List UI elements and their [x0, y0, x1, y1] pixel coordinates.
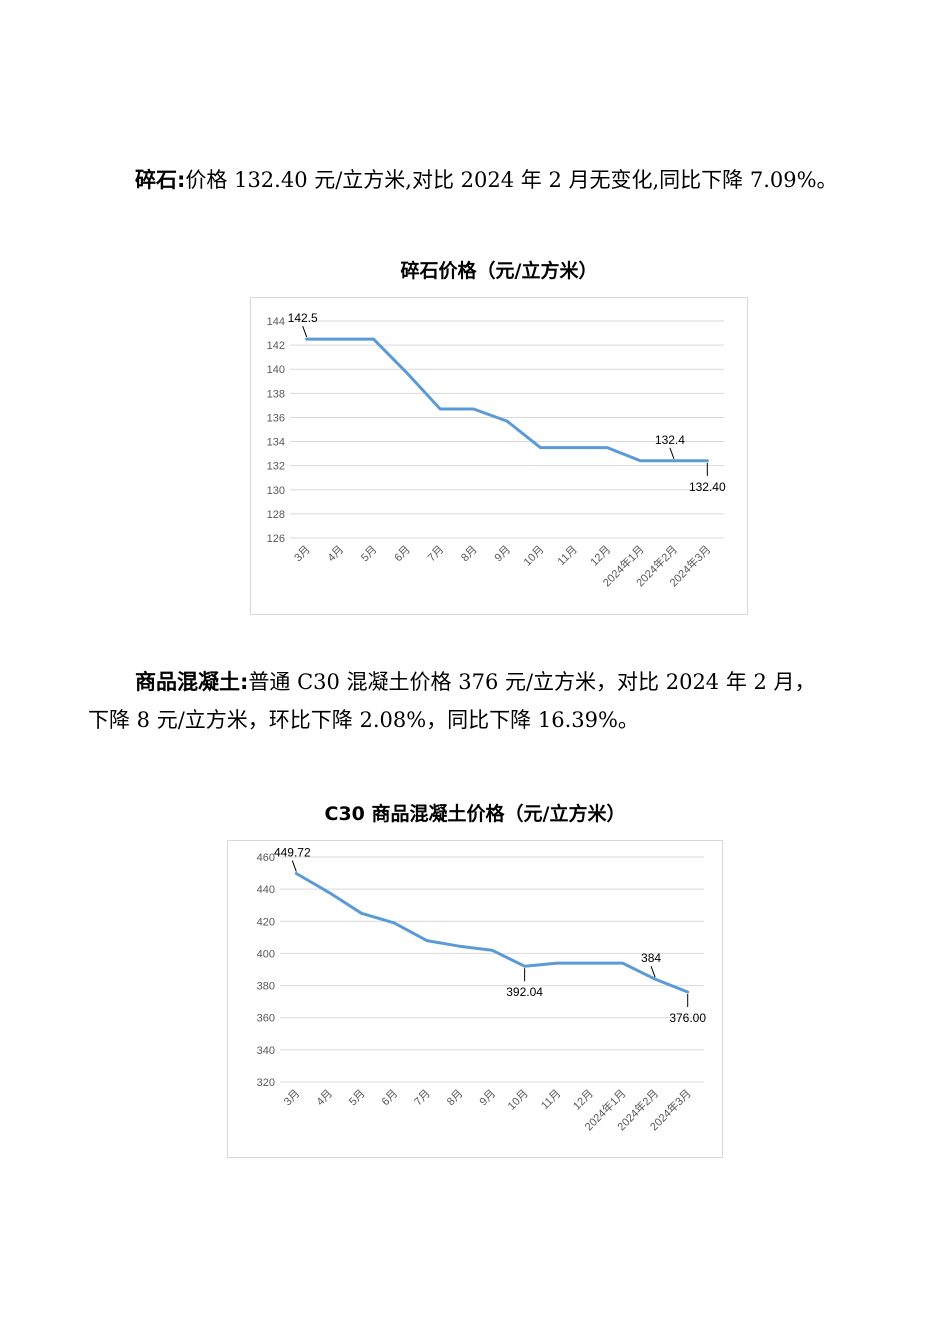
gravel-data-label: 132.4: [655, 433, 685, 447]
gravel-x-tick-label: 7月: [426, 544, 447, 565]
concrete-series-line: [294, 872, 690, 994]
gravel-y-tick-label: 128: [267, 509, 285, 521]
gravel-y-tick-label: 132: [267, 461, 285, 473]
concrete-data-label: 376.00: [669, 1011, 706, 1025]
concrete-x-tick-label: 8月: [445, 1088, 466, 1109]
concrete-x-tick-label: 5月: [347, 1088, 368, 1109]
gravel-chart-svg: 126 128 130 132 134 136 138 140 142 144 3月 4月 5月 6月 7月…: [267, 311, 726, 589]
concrete-y-tick-label: 380: [257, 981, 275, 993]
gravel-y-tick-label: 134: [267, 437, 285, 449]
concrete-y-tick-label: 320: [257, 1077, 275, 1089]
concrete-x-tick-label: 3月: [282, 1088, 303, 1109]
gravel-label: 碎石: [135, 168, 177, 192]
concrete-x-tick-label: 6月: [380, 1088, 401, 1109]
gravel-data-label-leader: [302, 325, 308, 338]
concrete-text-line2: 下降 8 元/立方米，环比下降 2.08%，同比下降 16.39%。: [88, 708, 639, 732]
gravel-label-separator: :: [177, 168, 186, 192]
concrete-x-tick-label: 12月: [571, 1088, 596, 1113]
gravel-text: 价格 132.40 元/立方米,对比 2024 年 2 月无变化,同比下降 7.…: [185, 168, 838, 192]
concrete-y-tick-label: 420: [257, 916, 275, 928]
concrete-x-tick-label: 7月: [412, 1088, 433, 1109]
gravel-paragraph: 碎石:价格 132.40 元/立方米,对比 2024 年 2 月无变化,同比下降…: [135, 162, 838, 198]
concrete-y-tick-label: 340: [257, 1045, 275, 1057]
gravel-x-tick-label: 6月: [392, 544, 413, 565]
concrete-paragraph-line2: 下降 8 元/立方米，环比下降 2.08%，同比下降 16.39%。: [88, 702, 639, 738]
gravel-data-label: 142.5: [288, 311, 318, 325]
concrete-data-label: 449.72: [274, 846, 311, 860]
gravel-x-tick-label: 12月: [588, 544, 613, 569]
concrete-paragraph-line1: 商品混凝土:普通 C30 混凝土价格 376 元/立方米，对比 2024 年 2…: [135, 664, 816, 700]
concrete-data-label: 384: [641, 951, 661, 965]
concrete-chart-title: C30 商品混凝土价格（元/立方米）: [324, 803, 626, 825]
concrete-y-tick-label: 360: [257, 1013, 275, 1025]
gravel-data-label-leader: [669, 447, 675, 460]
concrete-label-separator: :: [240, 670, 249, 694]
gravel-y-tick-label: 126: [267, 533, 285, 545]
concrete-data-label: 392.04: [506, 985, 543, 999]
concrete-chart-svg: 320 340 360 380 400 420 440 460 3月 4月 5月 6月 7月 8月 9月 10…: [257, 846, 707, 1134]
gravel-y-tick-label: 144: [267, 316, 285, 328]
concrete-y-tick-label: 460: [257, 852, 275, 864]
gravel-x-tick-label: 3月: [292, 544, 313, 565]
concrete-chart: 320 340 360 380 400 420 440 460 3月 4月 5月 6月 7月 8月 9月 10…: [227, 840, 723, 1158]
concrete-x-tick-label: 9月: [478, 1088, 499, 1109]
concrete-x-tick-label: 11月: [539, 1088, 563, 1112]
gravel-series-line: [305, 337, 709, 463]
gravel-x-tick-label: 11月: [556, 544, 580, 568]
concrete-y-tick-label: 440: [257, 884, 275, 896]
gravel-y-tick-label: 130: [267, 485, 285, 497]
concrete-label: 商品混凝土: [135, 670, 240, 694]
concrete-y-tick-label: 400: [257, 948, 275, 960]
concrete-data-label-leader: [650, 965, 656, 978]
gravel-chart: 126 128 130 132 134 136 138 140 142 144 3月 4月 5月 6月 7月…: [250, 297, 748, 615]
gravel-chart-title: 碎石价格（元/立方米）: [400, 260, 598, 282]
concrete-x-tick-label: 4月: [314, 1088, 335, 1109]
gravel-y-tick-label: 140: [267, 364, 285, 376]
concrete-x-tick-label: 10月: [506, 1088, 531, 1113]
gravel-y-tick-label: 136: [267, 412, 285, 424]
gravel-x-tick-label: 4月: [326, 544, 347, 565]
gravel-y-tick-label: 142: [267, 340, 285, 352]
gravel-x-tick-label: 9月: [493, 544, 514, 565]
gravel-x-tick-label: 5月: [359, 544, 380, 565]
concrete-text-line1: 普通 C30 混凝土价格 376 元/立方米，对比 2024 年 2 月，: [248, 670, 816, 694]
concrete-data-label-leader: [291, 860, 297, 872]
gravel-x-tick-label: 8月: [459, 544, 480, 565]
gravel-data-label: 132.40: [689, 480, 726, 494]
gravel-y-tick-label: 138: [267, 388, 285, 400]
gravel-x-tick-label: 10月: [522, 544, 547, 569]
